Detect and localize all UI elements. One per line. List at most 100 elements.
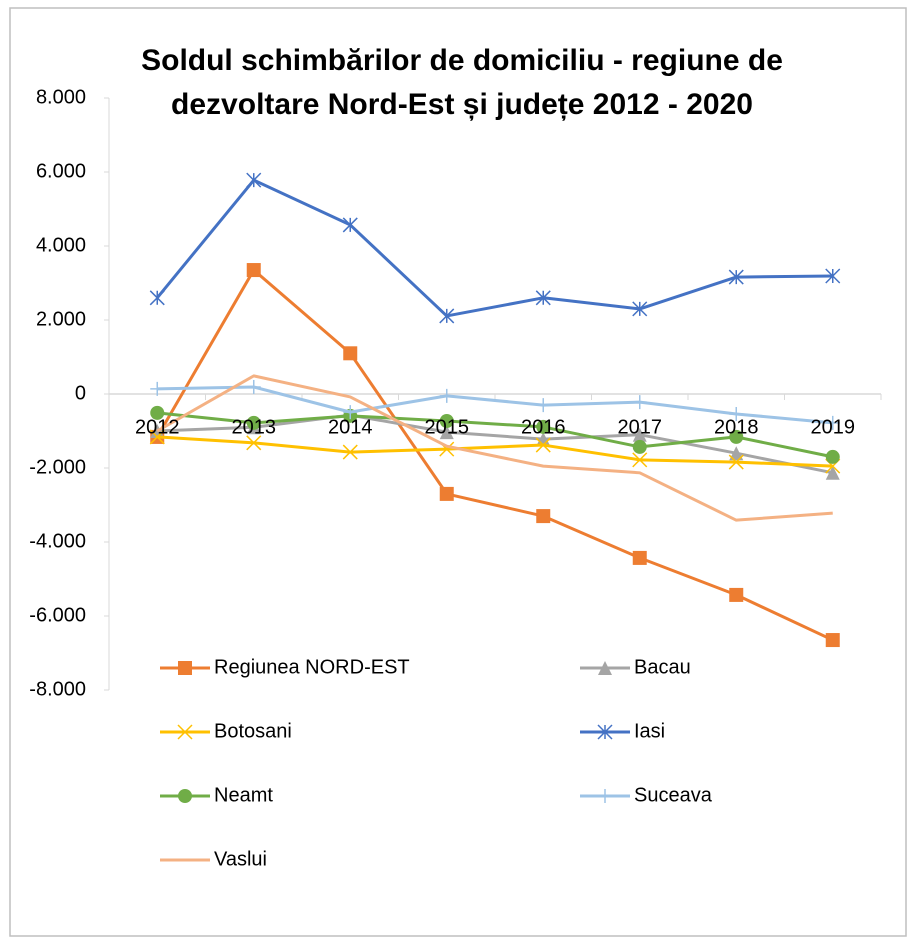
marker xyxy=(825,268,841,284)
marker xyxy=(729,429,744,444)
marker xyxy=(343,405,358,420)
marker-square xyxy=(246,263,261,278)
marker xyxy=(149,290,165,306)
x-tick-label: 2016 xyxy=(521,416,566,438)
y-tick-label: 4.000 xyxy=(36,234,86,256)
marker-x xyxy=(632,452,648,468)
marker-star xyxy=(246,172,262,188)
marker-square xyxy=(825,633,840,648)
marker-x xyxy=(177,724,193,740)
marker xyxy=(439,388,454,403)
marker xyxy=(632,427,647,442)
marker-x xyxy=(342,444,358,460)
series-line xyxy=(157,411,834,459)
legend-label: Iasi xyxy=(634,720,665,742)
x-tick-label: 2015 xyxy=(425,416,470,438)
marker xyxy=(632,301,648,317)
marker xyxy=(729,587,744,602)
marker xyxy=(246,263,261,278)
marker xyxy=(598,661,612,675)
marker-triangle xyxy=(632,427,647,442)
marker xyxy=(178,789,192,803)
marker-star xyxy=(825,268,841,284)
marker xyxy=(246,435,262,451)
marker xyxy=(342,217,358,233)
x-tick-label: 2013 xyxy=(232,416,277,438)
marker-triangle xyxy=(825,465,840,480)
marker xyxy=(598,789,612,803)
y-tick-label: -8.000 xyxy=(29,678,86,700)
marker xyxy=(825,465,840,480)
x-tick-label: 2018 xyxy=(714,416,759,438)
marker-plus xyxy=(729,406,744,421)
marker xyxy=(150,381,165,396)
series-line xyxy=(155,268,834,642)
marker-triangle xyxy=(729,446,744,461)
marker xyxy=(728,269,744,285)
y-tick-label: 8.000 xyxy=(36,86,86,108)
series-line xyxy=(157,385,833,425)
legend-label: Bacau xyxy=(634,656,691,678)
legend-label: Suceava xyxy=(634,784,713,806)
marker-circle xyxy=(246,415,261,430)
marker-plus xyxy=(598,789,612,803)
marker xyxy=(536,398,551,413)
y-tick-label: -2.000 xyxy=(29,456,86,478)
x-tick-label: 2019 xyxy=(811,416,856,438)
y-tick-label: 2.000 xyxy=(36,308,86,330)
marker xyxy=(632,439,647,454)
marker-triangle xyxy=(439,425,454,440)
y-tick-label: -4.000 xyxy=(29,530,86,552)
marker xyxy=(632,550,647,565)
marker xyxy=(439,425,454,440)
marker-plus xyxy=(246,379,261,394)
marker xyxy=(632,395,647,410)
marker xyxy=(535,290,551,306)
marker-star xyxy=(728,269,744,285)
marker xyxy=(536,509,551,524)
marker-plus xyxy=(343,405,358,420)
x-tick-label: 2012 xyxy=(135,416,180,438)
marker xyxy=(246,172,262,188)
series-line xyxy=(157,435,833,468)
marker-circle xyxy=(439,414,454,429)
marker-plus xyxy=(150,381,165,396)
marker-x xyxy=(246,435,262,451)
marker-star xyxy=(149,290,165,306)
marker-x xyxy=(728,454,744,470)
marker xyxy=(825,415,840,430)
marker xyxy=(729,446,744,461)
marker xyxy=(178,661,192,675)
marker xyxy=(439,414,454,429)
marker xyxy=(729,406,744,421)
marker-square xyxy=(536,509,551,524)
marker-square xyxy=(439,486,454,501)
marker xyxy=(342,444,358,460)
marker-circle xyxy=(150,405,165,420)
marker xyxy=(728,454,744,470)
marker-star xyxy=(632,301,648,317)
marker-square xyxy=(729,587,744,602)
marker xyxy=(150,405,165,420)
marker xyxy=(535,437,551,453)
legend-label: Vaslui xyxy=(214,848,267,870)
marker-plus xyxy=(632,395,647,410)
marker-circle xyxy=(536,419,551,434)
marker xyxy=(246,379,261,394)
marker-square xyxy=(178,661,192,675)
marker-star xyxy=(535,290,551,306)
marker-circle xyxy=(825,449,840,464)
marker xyxy=(597,724,613,740)
marker-plus xyxy=(536,398,551,413)
marker-star xyxy=(342,217,358,233)
legend-label: Botosani xyxy=(214,720,292,742)
marker-square xyxy=(343,346,358,361)
series-line xyxy=(156,178,833,318)
marker-star xyxy=(597,724,613,740)
series-line xyxy=(156,374,833,522)
chart-border xyxy=(9,7,907,937)
chart-title: dezvoltare Nord-Est și județe 2012 - 202… xyxy=(171,88,753,121)
marker xyxy=(246,415,261,430)
marker xyxy=(536,432,551,447)
